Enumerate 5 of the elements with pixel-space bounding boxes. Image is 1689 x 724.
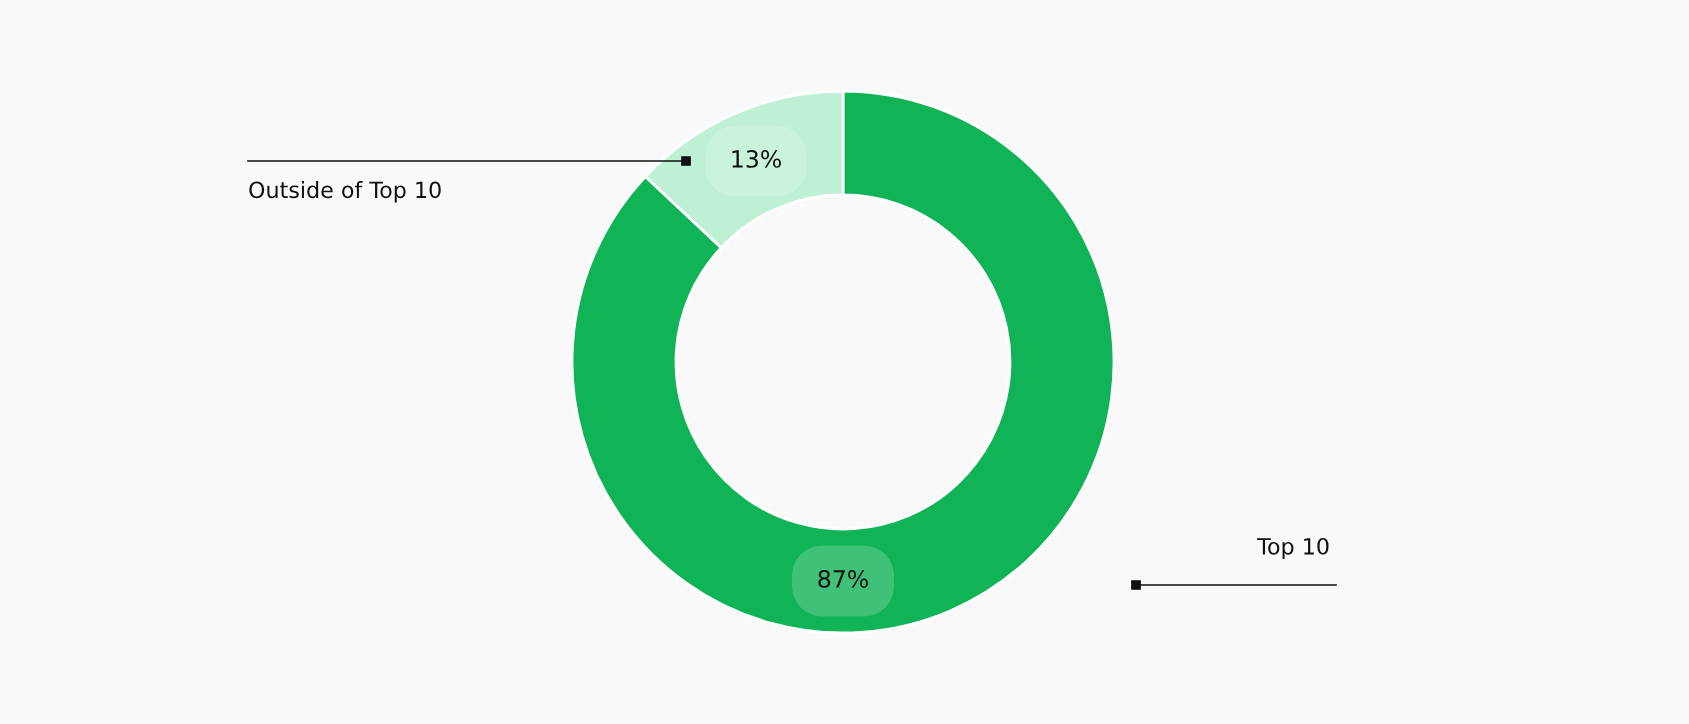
- data-label: 87%: [818, 569, 868, 588]
- data-label: 13%: [732, 150, 781, 168]
- slice-label: Outside of Top 10: [249, 181, 441, 203]
- donut-slice: [570, 89, 1116, 635]
- slice-label: Top 10: [1257, 537, 1329, 559]
